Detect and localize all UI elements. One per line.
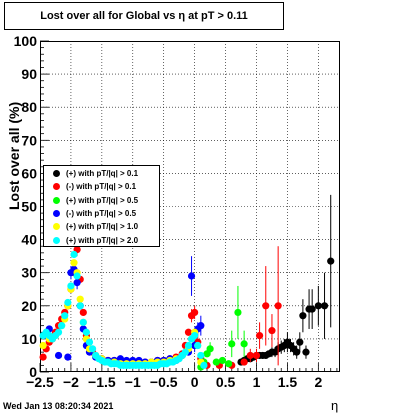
data-point: [54, 351, 63, 360]
y-tick-label: 20: [21, 298, 37, 314]
data-point: [234, 308, 242, 317]
legend-label: (-) with pT/|q| > 0.5: [66, 209, 137, 219]
data-point: [79, 318, 87, 326]
legend-item: (+) with pT/|q| > 0.5: [44, 194, 159, 207]
legend-label: (+) with pT/|q| > 1.0: [66, 222, 139, 232]
data-point: [302, 348, 310, 356]
x-tick-label: −2: [63, 374, 79, 390]
chart-title: Lost over all for Global vs η at pT > 0.…: [4, 2, 284, 30]
data-point: [296, 338, 304, 346]
data-point: [191, 308, 199, 317]
data-point: [314, 302, 322, 310]
data-point: [274, 302, 282, 310]
legend-label: (+) with pT/|q| > 2.0: [66, 235, 139, 245]
data-point: [88, 345, 97, 353]
legend-item: (+) with pT/|q| > 0.1: [44, 167, 159, 180]
data-point: [200, 361, 208, 369]
data-point: [73, 279, 81, 287]
data-point: [268, 327, 276, 335]
data-point: [194, 341, 202, 350]
x-axis-label: η: [331, 398, 339, 413]
y-tick-label: 10: [21, 331, 37, 347]
data-point: [82, 328, 90, 336]
x-tick-label: −1: [125, 374, 141, 390]
data-point: [228, 340, 236, 348]
y-tick-label: 0: [29, 364, 37, 380]
data-point: [293, 348, 301, 356]
data-point: [39, 341, 47, 350]
x-tick-label: 1.5: [278, 374, 298, 390]
y-tick-label: 60: [21, 165, 37, 181]
data-point: [218, 356, 227, 365]
data-point: [184, 341, 193, 350]
legend-marker: [53, 210, 60, 218]
y-tick-label: 30: [21, 265, 37, 281]
data-point: [73, 272, 81, 280]
y-tick-label: 40: [21, 232, 37, 248]
x-tick-label: 0.5: [216, 374, 236, 390]
y-tick-label: 100: [14, 33, 38, 49]
data-point: [39, 353, 47, 361]
data-point: [76, 295, 84, 303]
legend-item: (-) with pT/|q| > 0.5: [44, 207, 159, 220]
data-point: [212, 358, 220, 366]
data-point: [197, 351, 205, 360]
data-point: [206, 345, 214, 353]
legend-marker: [53, 170, 60, 178]
data-point: [61, 312, 69, 320]
x-tick-label: −2.5: [26, 374, 54, 390]
data-point: [197, 322, 205, 330]
x-tick-label: 2: [314, 374, 322, 390]
data-point: [191, 331, 199, 340]
data-point: [70, 259, 78, 267]
y-tick-label: 70: [21, 132, 37, 148]
y-axis-label: Lost over all (%): [6, 101, 22, 210]
data-point: [246, 351, 254, 360]
data-point: [320, 302, 329, 310]
x-tick-label: −0.5: [150, 374, 178, 390]
data-point: [240, 340, 248, 348]
data-point: [225, 360, 233, 368]
legend-label: (-) with pT/|q| > 0.1: [66, 182, 137, 192]
data-point: [327, 257, 335, 265]
y-tick-label: 80: [21, 99, 37, 115]
data-point: [70, 250, 78, 259]
data-point: [64, 353, 72, 361]
data-point: [85, 338, 94, 346]
legend-marker: [53, 183, 60, 191]
data-point: [76, 302, 84, 310]
legend-marker: [53, 196, 60, 204]
legend-label: (+) with pT/|q| > 0.5: [66, 195, 139, 205]
x-tick-label: 1: [253, 374, 261, 390]
legend-item: (+) with pT/|q| > 2.0: [44, 233, 159, 246]
timestamp-footer: Wed Jan 13 08:20:34 2021: [3, 401, 114, 411]
data-point: [58, 322, 66, 330]
data-point: [67, 282, 75, 290]
data-point: [64, 298, 72, 307]
x-tick-label: 0: [191, 374, 199, 390]
data-point: [252, 351, 261, 360]
data-point: [240, 358, 248, 366]
legend-item: (-) with pT/|q| > 0.1: [44, 180, 159, 193]
legend-label: (+) with pT/|q| > 0.1: [66, 169, 139, 179]
legend-marker: [53, 223, 60, 231]
x-tick-label: −1.5: [88, 374, 116, 390]
data-point: [79, 308, 87, 317]
data-point: [187, 272, 196, 280]
data-point: [184, 328, 193, 336]
data-point: [54, 328, 63, 336]
data-point: [299, 312, 307, 320]
data-point: [308, 305, 316, 313]
data-point: [181, 348, 189, 356]
data-point: [262, 302, 270, 310]
y-tick-label: 50: [21, 199, 37, 215]
legend-item: (+) with pT/|q| > 1.0: [44, 220, 159, 233]
data-point: [255, 331, 264, 340]
legend-marker: [53, 236, 60, 244]
y-tick-label: 90: [21, 66, 37, 82]
legend: (+) with pT/|q| > 0.1 (-) with pT/|q| > …: [43, 165, 160, 247]
